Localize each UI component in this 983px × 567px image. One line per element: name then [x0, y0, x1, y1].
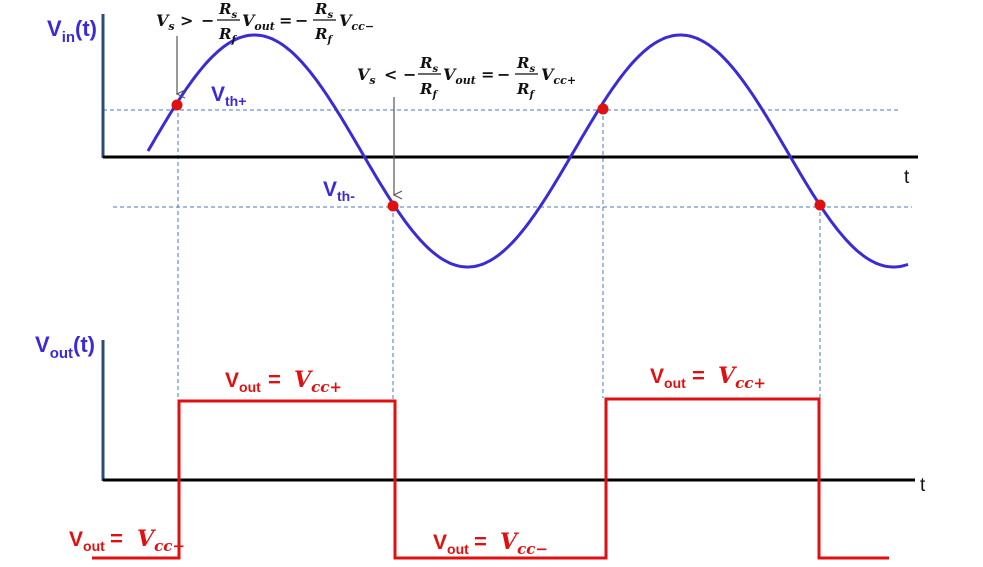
svg-text:Vcc+: Vcc+	[718, 363, 766, 392]
output-level-label-1: Vout = Vcc−	[69, 526, 185, 555]
svg-text:Vout: Vout	[225, 369, 261, 395]
svg-text:Vout: Vout	[69, 528, 105, 554]
output-level-label-4: Vout = Vcc+	[650, 363, 766, 392]
falling-threshold-equation: Vs < − Rs Rf Vout = − Rs Rf Vcc+	[357, 54, 576, 101]
svg-text:−: −	[403, 65, 416, 84]
bottom-axis-label: Vout(t)	[35, 332, 95, 362]
svg-text:>: >	[180, 11, 193, 30]
svg-text:Vcc−: Vcc−	[137, 526, 185, 555]
output-level-label-2: Vout = Vcc+	[225, 367, 342, 396]
crossing-dot-4	[814, 199, 826, 211]
svg-text:Rs: Rs	[218, 0, 237, 21]
svg-text:Vcc−: Vcc−	[500, 529, 548, 558]
svg-text:−: −	[201, 11, 214, 30]
output-square-wave	[92, 397, 889, 560]
svg-text:Vcc+: Vcc+	[541, 65, 576, 87]
svg-text:=: =	[692, 363, 705, 388]
svg-text:Rf: Rf	[314, 25, 333, 46]
svg-text:Vout: Vout	[650, 365, 686, 391]
svg-text:−: −	[497, 65, 510, 84]
svg-text:Rs: Rs	[314, 0, 333, 21]
svg-text:=: =	[268, 367, 281, 392]
svg-text:=: =	[279, 11, 292, 30]
top-axis-label: Vin(t)	[47, 16, 97, 46]
crossing-dot-3	[597, 103, 609, 115]
input-sine-wave	[146, 33, 909, 269]
top-time-label: t	[904, 167, 910, 188]
svg-text:=: =	[474, 529, 487, 554]
lower-threshold-label: Vth-	[323, 178, 355, 204]
svg-text:Vout: Vout	[433, 531, 469, 557]
svg-text:Vcc+: Vcc+	[294, 367, 342, 396]
svg-text:Rs: Rs	[516, 54, 535, 75]
crossing-dot-1	[171, 99, 183, 111]
svg-text:Rf: Rf	[218, 25, 237, 46]
svg-text:Vout: Vout	[443, 65, 476, 87]
svg-text:Rs: Rs	[419, 54, 438, 75]
bottom-time-label: t	[920, 475, 926, 496]
svg-text:Vs: Vs	[156, 11, 175, 33]
svg-text:Rf: Rf	[419, 80, 438, 101]
svg-text:Vcc−: Vcc−	[339, 11, 374, 33]
svg-text:Vout: Vout	[242, 11, 275, 33]
svg-text:<: <	[384, 65, 397, 84]
svg-text:−: −	[295, 11, 308, 30]
svg-text:Vs: Vs	[357, 65, 376, 87]
rising-threshold-equation: Vs > − Rs Rf Vout = − Rs Rf Vcc−	[156, 0, 374, 46]
output-level-label-3: Vout = Vcc−	[433, 529, 548, 558]
svg-text:=: =	[110, 526, 123, 551]
svg-text:=: =	[481, 65, 494, 84]
crossing-dot-2	[387, 200, 399, 212]
upper-threshold-label: Vth+	[211, 83, 246, 109]
svg-text:Rf: Rf	[516, 80, 535, 101]
